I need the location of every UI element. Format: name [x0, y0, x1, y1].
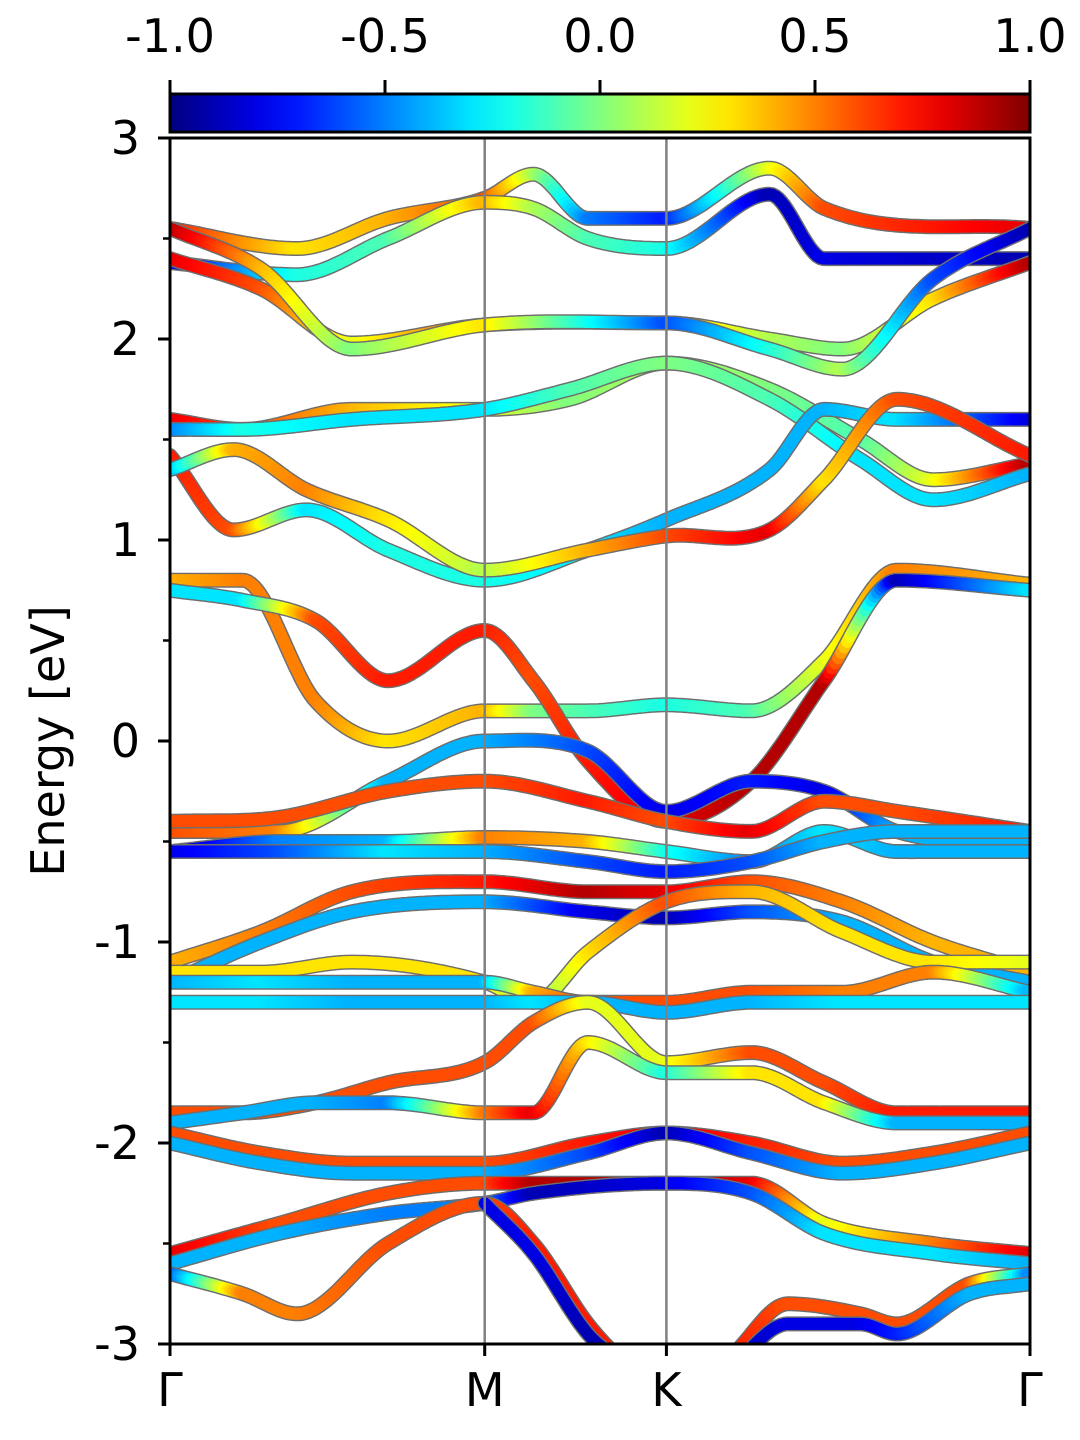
band-7	[170, 391, 1030, 578]
colorbar-tick-label: 0.0	[563, 9, 636, 63]
band-13	[170, 824, 1030, 880]
band-8	[170, 562, 1030, 749]
colorbar-tick-label: -0.5	[340, 9, 430, 63]
colorbar-tick-label: 1.0	[993, 9, 1066, 63]
band-1	[170, 186, 1030, 283]
band-5	[170, 355, 1030, 508]
colorbar-tick-label: -1.0	[125, 9, 215, 63]
colorbar: -1.0 -0.5 0.0 0.5 1.0	[125, 9, 1067, 134]
band-9	[170, 572, 1030, 829]
colorbar-tick-label: 0.5	[778, 9, 851, 63]
band-lines	[170, 160, 1030, 1344]
band-3	[170, 221, 1030, 377]
band-10	[170, 732, 1030, 849]
colorbar-bar	[168, 92, 1032, 134]
band-0	[170, 160, 1030, 256]
